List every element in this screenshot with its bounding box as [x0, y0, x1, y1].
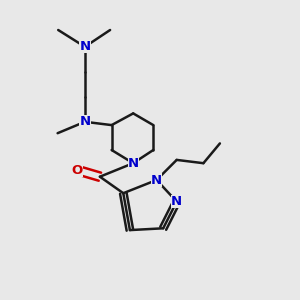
Text: N: N [171, 195, 182, 208]
Text: O: O [72, 164, 83, 177]
Text: N: N [151, 173, 162, 187]
Text: N: N [128, 157, 139, 170]
Text: N: N [79, 40, 91, 53]
Text: N: N [79, 115, 91, 128]
